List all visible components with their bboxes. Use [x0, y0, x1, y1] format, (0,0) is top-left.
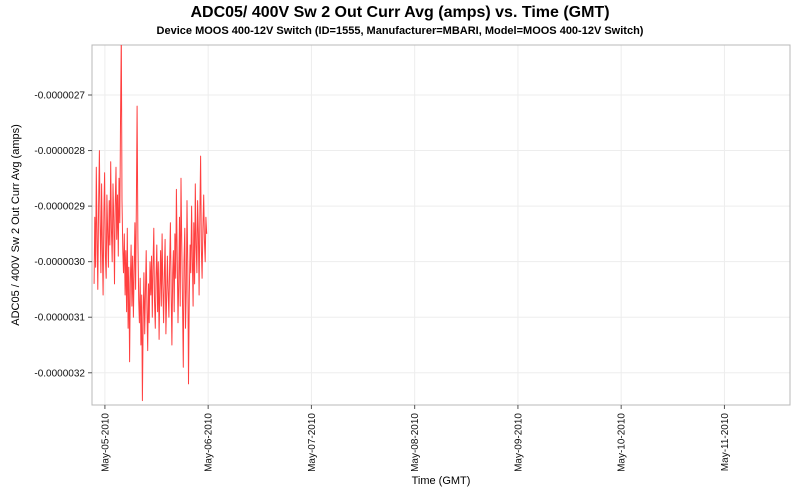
plot-area [92, 45, 790, 405]
plot-border [91, 44, 791, 406]
y-tick-label: -0.0000027 [34, 91, 85, 102]
y-tick-label: -0.0000028 [34, 146, 85, 157]
x-tick-label: May-06-2010 [204, 413, 215, 472]
series-line [93, 45, 208, 402]
x-tick-label: May-10-2010 [617, 413, 628, 472]
x-tick-label: May-08-2010 [410, 413, 421, 472]
x-tick-label: May-11-2010 [720, 413, 731, 472]
y-tick-label: -0.0000031 [34, 313, 85, 324]
x-tick-label: May-07-2010 [307, 413, 318, 472]
y-tick-label: -0.0000029 [34, 202, 85, 213]
x-axis-label: Time (GMT) [411, 475, 471, 487]
y-tick-label: -0.0000032 [34, 368, 85, 379]
x-tick-label: May-09-2010 [513, 413, 524, 472]
chart-title: ADC05/ 400V Sw 2 Out Curr Avg (amps) vs.… [190, 4, 610, 21]
y-tick-label: -0.0000030 [34, 257, 85, 268]
x-tick-label: May-05-2010 [100, 413, 111, 472]
chart-subtitle: Device MOOS 400-12V Switch (ID=1555, Man… [156, 25, 644, 37]
